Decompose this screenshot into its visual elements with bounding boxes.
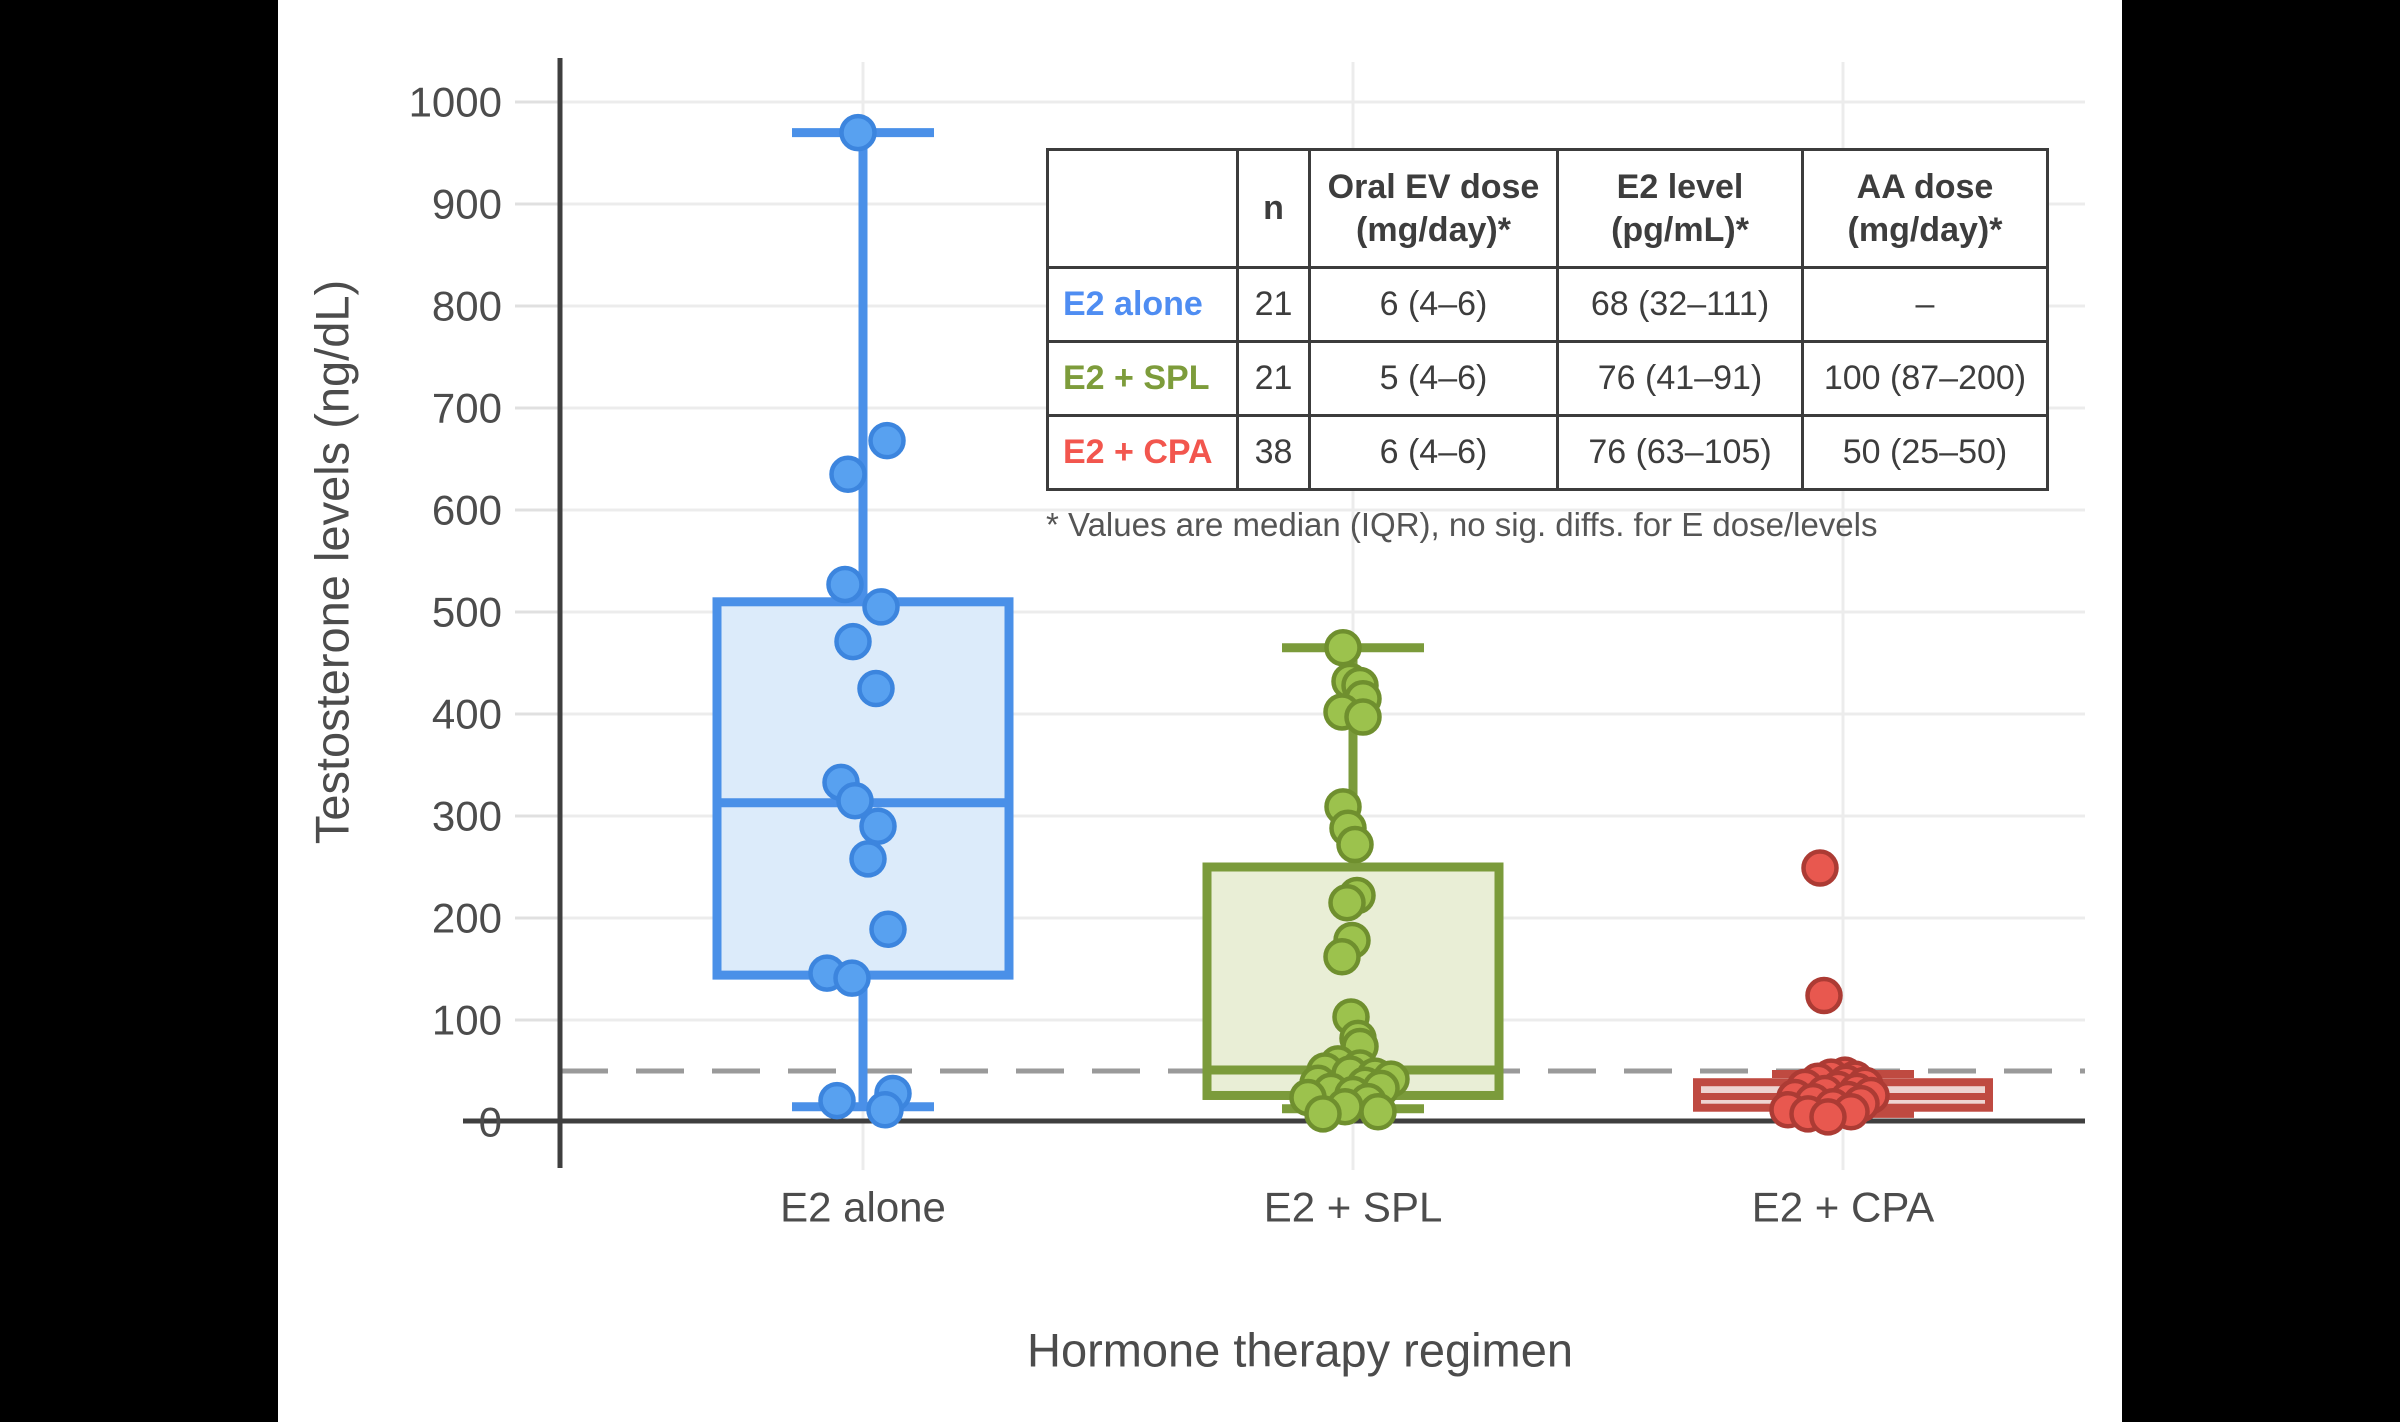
svg-text:Hormone therapy regimen: Hormone therapy regimen bbox=[1027, 1324, 1573, 1377]
svg-text:300: 300 bbox=[432, 793, 502, 840]
svg-text:900: 900 bbox=[432, 181, 502, 228]
table-header-blank bbox=[1046, 148, 1239, 269]
svg-text:600: 600 bbox=[432, 487, 502, 534]
svg-text:700: 700 bbox=[432, 385, 502, 432]
cell-aa-dose: 100 (87–200) bbox=[1801, 340, 2049, 417]
cell-n: 38 bbox=[1236, 414, 1311, 491]
svg-text:E2 + SPL: E2 + SPL bbox=[1264, 1184, 1443, 1231]
table-header-aa-dose: AA dose (mg/day)* bbox=[1801, 148, 2049, 269]
svg-text:100: 100 bbox=[432, 997, 502, 1044]
cell-aa-dose: – bbox=[1801, 266, 2049, 343]
table-header-ev-dose: Oral EV dose (mg/day)* bbox=[1308, 148, 1559, 269]
cell-ev-dose: 6 (4–6) bbox=[1308, 266, 1559, 343]
cell-e2-level: 76 (41–91) bbox=[1556, 340, 1804, 417]
cell-ev-dose: 6 (4–6) bbox=[1308, 414, 1559, 491]
svg-text:Testosterone levels (ng/dL): Testosterone levels (ng/dL) bbox=[306, 280, 359, 844]
row-label-e2-alone: E2 alone bbox=[1046, 266, 1239, 343]
svg-text:1000: 1000 bbox=[409, 79, 502, 126]
cell-n: 21 bbox=[1236, 266, 1311, 343]
svg-text:0: 0 bbox=[479, 1099, 502, 1146]
row-label-e2-spl: E2 + SPL bbox=[1046, 340, 1239, 417]
svg-text:500: 500 bbox=[432, 589, 502, 636]
table-row: E2 alone 21 6 (4–6) 68 (32–111) – bbox=[1046, 266, 2049, 343]
table-footnote: * Values are median (IQR), no sig. diffs… bbox=[1046, 506, 1878, 543]
svg-text:800: 800 bbox=[432, 283, 502, 330]
cell-n: 21 bbox=[1236, 340, 1311, 417]
svg-text:E2 + CPA: E2 + CPA bbox=[1752, 1184, 1934, 1231]
svg-text:E2 alone: E2 alone bbox=[780, 1184, 946, 1231]
table-row: E2 + CPA 38 6 (4–6) 76 (63–105) 50 (25–5… bbox=[1046, 414, 2049, 491]
cell-e2-level: 68 (32–111) bbox=[1556, 266, 1804, 343]
svg-text:400: 400 bbox=[432, 691, 502, 738]
table-header-row: n Oral EV dose (mg/day)* E2 level (pg/mL… bbox=[1046, 148, 2049, 269]
row-label-e2-cpa: E2 + CPA bbox=[1046, 414, 1239, 491]
table-header-n: n bbox=[1236, 148, 1311, 269]
table-row: E2 + SPL 21 5 (4–6) 76 (41–91) 100 (87–2… bbox=[1046, 340, 2049, 417]
cell-aa-dose: 50 (25–50) bbox=[1801, 414, 2049, 491]
table-header-e2-level: E2 level (pg/mL)* bbox=[1556, 148, 1804, 269]
cell-e2-level: 76 (63–105) bbox=[1556, 414, 1804, 491]
cell-ev-dose: 5 (4–6) bbox=[1308, 340, 1559, 417]
stats-table: n Oral EV dose (mg/day)* E2 level (pg/mL… bbox=[1046, 148, 2049, 491]
svg-text:200: 200 bbox=[432, 895, 502, 942]
